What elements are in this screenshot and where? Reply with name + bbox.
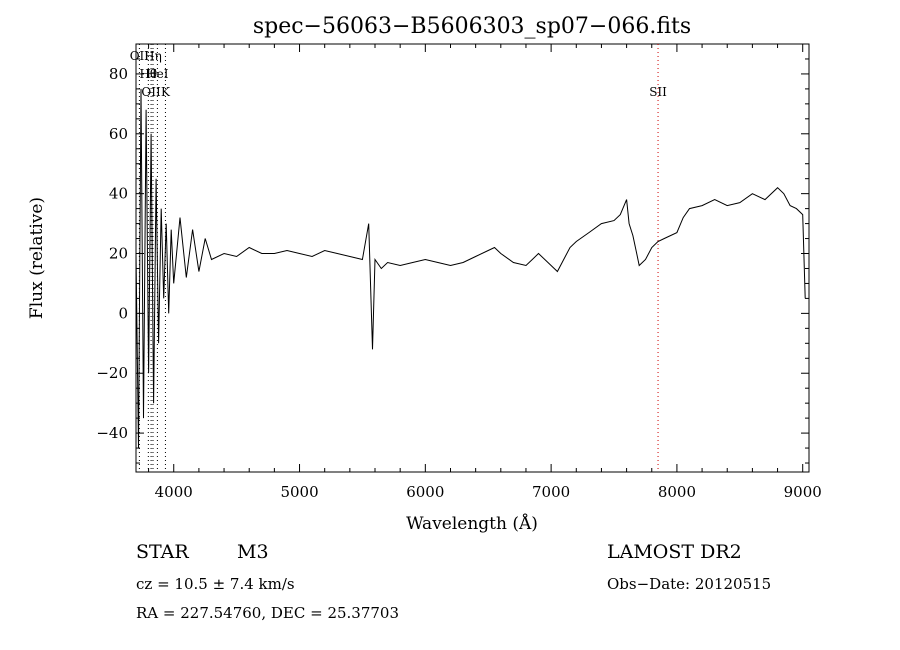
chart-title: spec−56063−B5606303_sp07−066.fits: [253, 14, 691, 39]
redshift-readout: cz = 10.5 ± 7.4 km/s: [136, 575, 295, 593]
line-marker-label: HeI: [146, 67, 169, 81]
x-tick-label: 6000: [406, 483, 444, 501]
y-tick-label: 0: [118, 304, 128, 322]
line-marker-label: OII: [141, 85, 161, 99]
y-tick-label: −20: [96, 364, 128, 382]
object-subclass: M3: [237, 541, 269, 563]
line-marker-label: SII: [649, 85, 667, 99]
y-tick-label: −40: [96, 424, 128, 442]
y-tick-label: 20: [109, 245, 128, 263]
y-axis: −40 −20 0 20 40 60 80: [96, 58, 809, 464]
y-tick-label: 80: [109, 65, 128, 83]
x-tick-label: 4000: [155, 483, 193, 501]
coordinates: RA = 227.54760, DEC = 25.37703: [136, 604, 400, 622]
line-marker-label: Hθ: [139, 67, 157, 81]
line-marker-label: K: [161, 85, 171, 99]
obs-date: Obs−Date: 20120515: [607, 575, 772, 593]
flux-series-line: [135, 88, 806, 449]
survey-name: LAMOST DR2: [607, 541, 742, 563]
object-class: STAR: [136, 541, 189, 563]
x-tick-label: 5000: [280, 483, 318, 501]
x-tick-label: 7000: [532, 483, 570, 501]
y-tick-label: 60: [109, 125, 128, 143]
line-marker-label: OII: [130, 49, 150, 63]
x-tick-label: 8000: [658, 483, 696, 501]
y-tick-label: 40: [109, 185, 128, 203]
x-axis: 4000 5000 6000 7000 8000 9000: [148, 44, 822, 501]
y-axis-label: Flux (relative): [27, 197, 47, 319]
line-marker-label: Hη: [144, 49, 162, 63]
x-axis-label: Wavelength (Å): [406, 513, 538, 534]
x-tick-label: 9000: [784, 483, 822, 501]
